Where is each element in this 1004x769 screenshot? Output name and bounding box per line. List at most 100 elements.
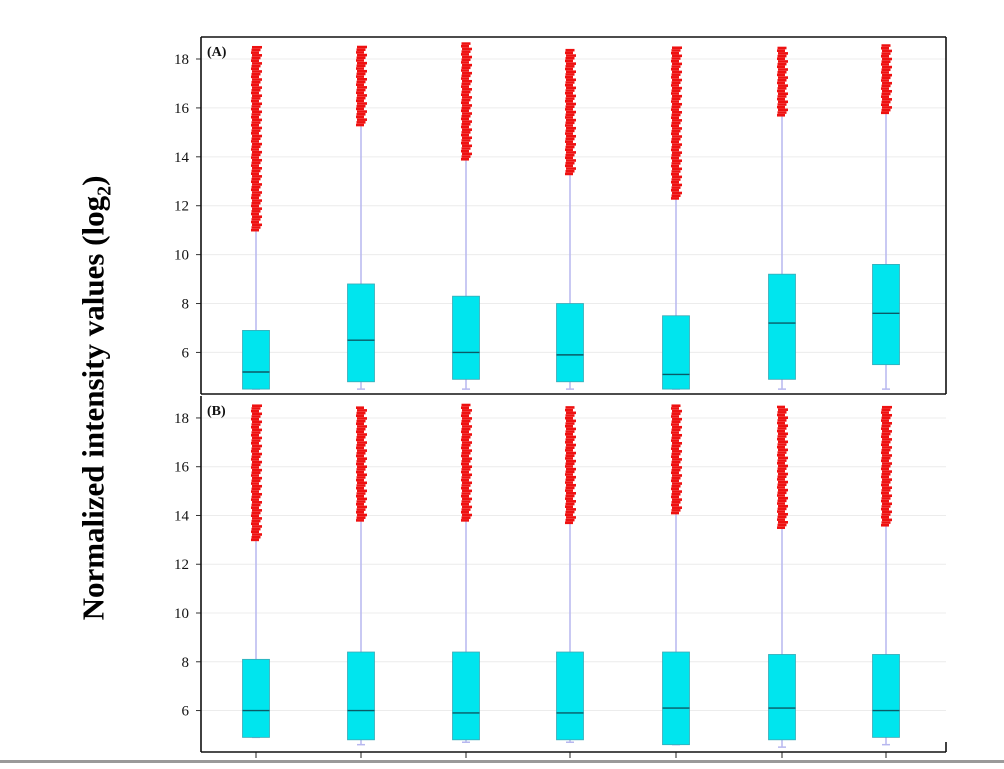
outlier-mark <box>671 412 681 416</box>
outlier-mark <box>251 164 259 167</box>
outlier-mark <box>671 116 679 119</box>
outlier-mark <box>881 87 889 90</box>
outlier-mark <box>357 473 367 477</box>
outlier-mark <box>462 449 472 452</box>
outlier-mark <box>671 148 679 152</box>
outlier-mark <box>565 124 573 127</box>
iqr-box <box>242 330 270 390</box>
outlier-mark <box>356 430 364 434</box>
outlier-mark <box>252 533 262 536</box>
outlier-mark <box>777 445 785 449</box>
outlier-mark <box>251 527 261 531</box>
outlier-mark <box>252 54 262 57</box>
outlier-mark <box>357 457 367 460</box>
outlier-mark <box>461 42 471 45</box>
outlier-mark <box>357 513 367 517</box>
box-5 <box>662 404 690 758</box>
outlier-mark <box>252 191 262 194</box>
outlier-mark <box>356 96 366 100</box>
outlier-mark <box>881 103 889 107</box>
outlier-mark <box>357 409 367 412</box>
outlier-mark <box>565 430 575 433</box>
outlier-mark <box>251 482 259 485</box>
outlier-mark <box>251 83 259 87</box>
outlier-mark <box>671 180 679 184</box>
y-axis-label-text: Normalized intensity values (log <box>75 195 111 621</box>
y-tick-label: 8 <box>182 655 190 671</box>
outlier-mark <box>356 478 364 482</box>
outlier-mark <box>566 110 576 114</box>
outlier-mark <box>252 428 262 432</box>
outlier-mark <box>778 464 788 468</box>
outlier-mark <box>252 460 262 464</box>
outlier-mark <box>565 51 573 55</box>
outlier-mark <box>882 486 892 489</box>
outlier-mark <box>356 56 366 60</box>
outlier-mark <box>357 69 367 73</box>
outlier-mark <box>778 424 788 428</box>
outlier-mark <box>777 413 785 417</box>
outlier-mark <box>462 96 472 99</box>
outlier-mark <box>461 406 469 410</box>
box-5 <box>662 46 690 390</box>
outlier-mark <box>778 60 788 63</box>
outlier-mark <box>777 95 787 98</box>
outlier-mark <box>672 474 682 477</box>
outlier-mark <box>251 105 261 108</box>
outlier-mark <box>461 131 471 134</box>
outlier-mark <box>778 456 788 460</box>
outlier-mark <box>461 438 469 442</box>
outlier-mark <box>251 185 261 189</box>
outlier-mark <box>565 441 573 444</box>
outlier-mark <box>461 502 469 506</box>
outlier-mark <box>251 67 259 71</box>
outlier-mark <box>461 446 469 450</box>
outlier-mark <box>777 89 785 93</box>
outlier-mark <box>356 452 366 455</box>
outlier-mark <box>777 507 787 511</box>
outlier-mark <box>566 159 576 162</box>
outlier-mark <box>778 84 788 87</box>
outlier-mark <box>462 104 472 107</box>
outlier-mark <box>356 502 364 506</box>
outlier-mark <box>882 106 892 109</box>
outlier-mark <box>671 81 681 85</box>
outlier-mark <box>671 97 681 101</box>
outlier-mark <box>356 414 364 418</box>
outlier-mark <box>881 44 891 47</box>
box-6 <box>768 46 796 390</box>
outlier-mark <box>881 95 889 98</box>
outlier-mark <box>251 409 259 413</box>
outlier-mark <box>461 443 471 447</box>
y-tick-label: 18 <box>174 411 189 427</box>
outlier-mark <box>461 435 471 439</box>
outlier-mark <box>356 51 364 54</box>
outlier-mark <box>356 88 366 92</box>
outlier-mark <box>356 121 366 124</box>
outlier-mark <box>881 499 889 503</box>
outlier-mark <box>777 429 785 433</box>
outlier-mark <box>566 483 576 487</box>
outlier-mark <box>251 123 259 127</box>
outlier-mark <box>356 91 364 95</box>
outlier-mark <box>251 99 259 103</box>
outlier-mark <box>565 481 573 484</box>
outlier-mark <box>462 88 472 91</box>
outlier-mark <box>251 455 261 459</box>
outlier-mark <box>251 132 259 135</box>
outlier-mark <box>672 159 682 163</box>
iqr-box <box>452 651 480 741</box>
y-tick-label: 6 <box>182 345 190 361</box>
outlier-mark <box>881 483 889 487</box>
outlier-mark <box>777 46 787 50</box>
outlier-mark <box>251 417 259 421</box>
outlier-mark <box>672 442 682 445</box>
y-tick-label: 10 <box>174 248 189 264</box>
y-axis-label-subscript: 2 <box>93 185 116 196</box>
outlier-mark <box>777 427 787 430</box>
outlier-mark <box>671 67 679 71</box>
outlier-mark <box>671 156 679 160</box>
outlier-mark <box>566 500 576 503</box>
outlier-mark <box>882 510 892 514</box>
